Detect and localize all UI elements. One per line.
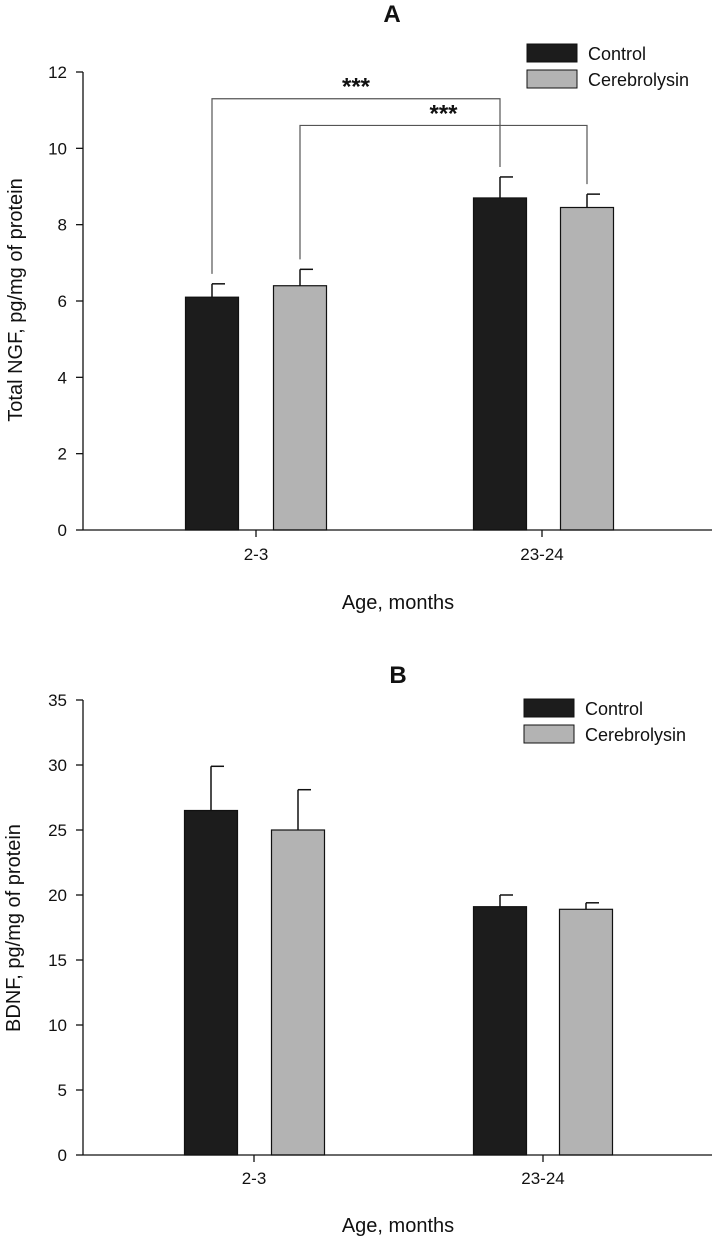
chart-b-y-tick-label: 0 [58, 1146, 67, 1165]
chart-a-y-tick-label: 10 [48, 139, 67, 158]
chart-a-bar [559, 206, 615, 531]
chart-a-y-tick-label: 0 [58, 521, 67, 540]
chart-a-gridlines: 0 2 4 6 8 10 12 2-3 23-24 [48, 63, 564, 564]
chart-b-legend-swatch-control [523, 698, 575, 718]
chart-a-y-axis-label: Total NGF, pg/mg of protein [5, 178, 27, 421]
chart-panel-b: B BDNF, pg/mg of protein Age, months 0 5 1… [3, 662, 712, 1237]
chart-b-y-tick-label: 10 [48, 1016, 67, 1035]
chart-b-x-tick-label: 23-24 [521, 1169, 564, 1188]
chart-a-significance-bracket [211, 98, 501, 274]
chart-b-gridlines: 0 5 10 15 20 25 30 35 2-3 23-24 [48, 691, 565, 1188]
chart-b-y-tick-label: 30 [48, 756, 67, 775]
chart-b-bar [472, 906, 528, 1156]
chart-a-y-tick-label: 6 [58, 292, 67, 311]
chart-a-legend-label-control: Control [588, 44, 646, 64]
chart-a-x-tick-label: 2-3 [244, 545, 269, 564]
chart-a-significance: *** *** [211, 74, 588, 274]
chart-a-significance-label: *** [342, 74, 371, 101]
chart-a-y-tick-label: 8 [58, 216, 67, 235]
chart-a-y-tick-label: 4 [58, 368, 67, 387]
chart-b-y-tick-label: 15 [48, 951, 67, 970]
chart-b-legend-label-control: Control [585, 699, 643, 719]
chart-a-significance-bracket [299, 124, 588, 260]
chart-a-y-tick-label: 12 [48, 63, 67, 82]
chart-b-y-tick-label: 5 [58, 1081, 67, 1100]
chart-b-bar [183, 809, 239, 1156]
chart-a-legend-label-cerebrolysin: Cerebrolysin [588, 70, 689, 90]
chart-b-x-axis-label: Age, months [342, 1215, 454, 1237]
chart-panel-a: A Total NGF, pg/mg of protein Age, month… [5, 1, 712, 614]
chart-a-x-axis-label: Age, months [342, 592, 454, 614]
chart-a-title: A [383, 1, 400, 28]
chart-b-bar [270, 829, 326, 1156]
chart-b-x-tick-label: 2-3 [242, 1169, 267, 1188]
chart-b-bars [183, 765, 614, 1156]
chart-a-x-tick-label: 23-24 [520, 545, 563, 564]
chart-a-bar [472, 197, 528, 531]
chart-b-legend-swatch-cerebrolysin [523, 724, 575, 744]
chart-b-y-tick-label: 35 [48, 691, 67, 710]
chart-a-legend-swatch-cerebrolysin [526, 69, 578, 89]
chart-a-significance-label: *** [429, 100, 458, 127]
chart-b-legend: Control Cerebrolysin [523, 698, 686, 745]
chart-b-y-axis-label: BDNF, pg/mg of protein [3, 824, 25, 1032]
chart-a-legend-swatch-control [526, 43, 578, 63]
chart-b-y-tick-label: 25 [48, 821, 67, 840]
chart-a-bar [272, 285, 328, 531]
chart-a-bars [184, 176, 615, 531]
chart-b-y-tick-label: 20 [48, 886, 67, 905]
chart-a-y-tick-label: 2 [58, 445, 67, 464]
chart-a-legend: Control Cerebrolysin [526, 43, 689, 90]
chart-b-title: B [389, 662, 406, 689]
chart-b-bar [558, 908, 614, 1156]
chart-a-bar [184, 296, 240, 531]
chart-b-legend-label-cerebrolysin: Cerebrolysin [585, 725, 686, 745]
